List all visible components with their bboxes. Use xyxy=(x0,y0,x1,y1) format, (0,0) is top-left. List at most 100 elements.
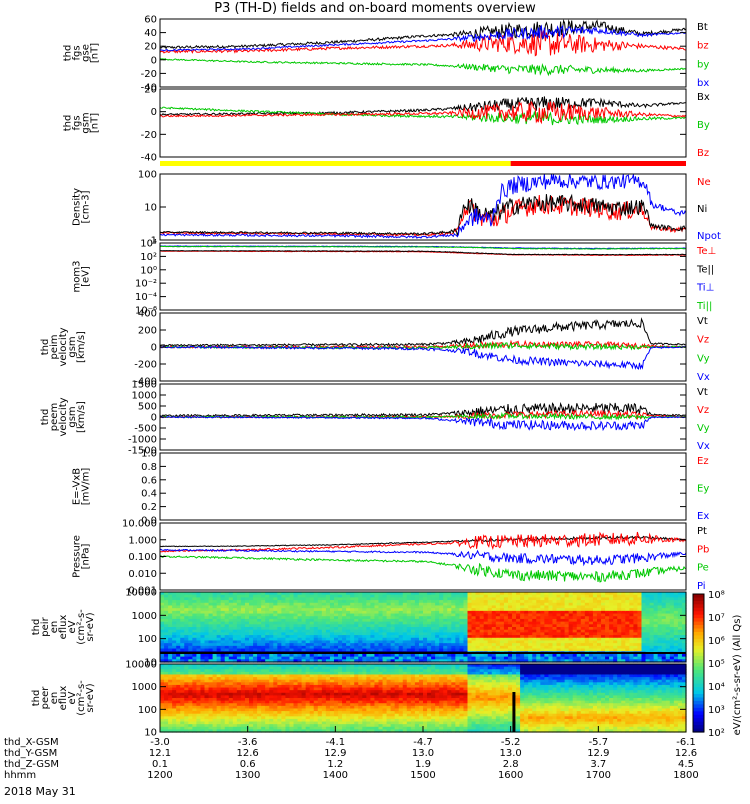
legend-entry: Pt xyxy=(697,526,707,537)
legend-entry: By xyxy=(697,120,710,131)
series-line-pressure-2 xyxy=(160,556,686,582)
legend-entry: Te⊥ xyxy=(696,246,716,257)
panel-ylabel: thdpeimvelocitygsm[km/s] xyxy=(40,327,87,366)
ylabel-line: [km/s] xyxy=(76,401,87,433)
tick-label: 10² xyxy=(140,252,157,263)
tick-label: 500 xyxy=(138,402,157,413)
panel-ylabel: mom3[eV] xyxy=(72,261,92,293)
tick-label: 10000 xyxy=(125,588,157,599)
series-line-moms-temp-1 xyxy=(160,251,686,255)
legend-entry: Vz xyxy=(697,335,709,346)
legend-entry: Ey xyxy=(697,484,709,495)
panel-ion-spectrogram: 10000100010010thdpeirenefluxeV(cm²-s-sr-… xyxy=(31,588,687,669)
panel-frame-electric-field xyxy=(160,453,686,520)
legend-entry: Vy xyxy=(697,423,710,434)
tick-label: 100 xyxy=(138,634,157,645)
tick-label: -1000 xyxy=(128,435,157,446)
tick-label: 10.000 xyxy=(122,519,157,530)
tick-label: -20 xyxy=(141,69,157,80)
series-line-fgs-gsm-2 xyxy=(160,102,686,123)
tick-label: 0.2 xyxy=(141,502,157,513)
legend-entry: Vz xyxy=(697,405,709,416)
legend-entry: Ez xyxy=(697,456,709,467)
legend-entry: Vt xyxy=(697,316,708,327)
legend-entry: bx xyxy=(697,78,709,89)
series-line-fgs-gsm-0 xyxy=(160,96,686,115)
panel-electron-velocity: 150010005000-500-1000-1500thdpeemvelocit… xyxy=(40,380,710,457)
tick-label: 0.8 xyxy=(141,462,157,473)
legend-entry: Ni xyxy=(697,204,707,215)
legend-entry: Te|| xyxy=(696,264,714,275)
tick-label: 1000 xyxy=(132,611,157,622)
series-line-electron-velocity-0 xyxy=(160,403,686,417)
legend-entry: Pb xyxy=(697,544,709,555)
tick-label: 0.4 xyxy=(141,489,157,500)
tick-label: 0 xyxy=(151,413,157,424)
tick-label: 0.6 xyxy=(141,475,157,486)
series-line-fgs-gse-2 xyxy=(160,59,686,75)
tick-label: 10⁴ xyxy=(140,239,157,250)
tick-label: 10⁻⁴ xyxy=(135,292,157,303)
legend-entry: Pi xyxy=(697,581,706,592)
ylabel-line: [nT] xyxy=(90,43,101,63)
panel-ylabel: Pressure[nPa] xyxy=(72,535,92,578)
legend-entry: Vt xyxy=(697,387,708,398)
ylabel-line: [nPa] xyxy=(81,543,92,569)
tick-label: 0 xyxy=(151,343,157,354)
series-line-fgs-gse-0 xyxy=(160,21,686,49)
panel-ion-velocity: 4002000-200-400thdpeimvelocitygsm[km/s]V… xyxy=(40,309,710,388)
mode-bar-segment-0 xyxy=(160,161,511,166)
panel-frame-fgs-gse xyxy=(160,19,686,87)
tick-label: 200 xyxy=(138,326,157,337)
tick-label: 0.100 xyxy=(128,552,157,563)
series-line-moms-temp-3 xyxy=(160,246,686,249)
panel-ylabel: thdfgsgsm[nT] xyxy=(63,112,101,133)
series-line-ion-velocity-3 xyxy=(160,346,686,369)
tick-label: 1.000 xyxy=(128,535,157,546)
legend-entry: bz xyxy=(697,41,709,52)
panel-ylabel: thdfgsgse[nT] xyxy=(63,43,101,63)
plot-title: P3 (TH-D) fields and on-board moments ov… xyxy=(0,1,750,16)
tick-label: 0 xyxy=(151,107,157,118)
tick-label: 0 xyxy=(151,55,157,66)
legend-entry: Bt xyxy=(697,22,708,33)
panel-electron-spectrogram: 10000100010010thdpeerenefluxeV(cm²-s-sr-… xyxy=(31,660,687,739)
legend-entry: Bz xyxy=(697,148,709,159)
ylabel-line: [km/s] xyxy=(76,331,87,363)
legend-entry: Vx xyxy=(697,372,710,383)
ylabel-line: [mV/m] xyxy=(81,468,92,506)
legend-entry: by xyxy=(697,59,709,70)
tick-label: 0.010 xyxy=(128,569,157,580)
tick-label: 400 xyxy=(138,309,157,320)
tick-label: 10 xyxy=(144,203,157,214)
legend-entry: Ti|| xyxy=(696,301,712,312)
tick-label: -500 xyxy=(134,424,157,435)
legend-entry: Ne xyxy=(697,177,711,188)
tick-label: 1.0 xyxy=(141,449,157,460)
panel-ylabel: thdpeemvelocitygsm[km/s] xyxy=(40,397,87,436)
series-line-density-0 xyxy=(160,195,686,236)
panel-ylabel: E=-VxB[mV/m] xyxy=(72,468,92,506)
mode-bar-segment-1 xyxy=(511,161,686,166)
tick-label: 100 xyxy=(138,170,157,181)
legend-entry: Ex xyxy=(697,511,709,522)
series-line-fgs-gse-1 xyxy=(160,30,686,55)
series-line-pressure-0 xyxy=(160,536,686,546)
series-line-density-1 xyxy=(160,194,686,236)
legend-entry: Npot xyxy=(697,231,721,242)
panel-pressure: 10.0001.0000.1000.0100.001Pressure[nPa]P… xyxy=(72,519,710,597)
panel-ylabel: thdpeirenefluxeV(cm²-s-sr-eV) xyxy=(31,609,96,645)
tick-label: 60 xyxy=(144,15,157,26)
tick-label: -200 xyxy=(134,360,157,371)
panel-frame-moms-temp xyxy=(160,243,686,310)
legend-entry: Bx xyxy=(697,92,710,103)
legend-entry: Vx xyxy=(697,441,710,452)
panel-frame-fgs-gsm xyxy=(160,89,686,157)
tick-label: 10⁻² xyxy=(135,279,157,290)
ylabel-line: [nT] xyxy=(90,113,101,133)
tick-label: 40 xyxy=(144,28,157,39)
